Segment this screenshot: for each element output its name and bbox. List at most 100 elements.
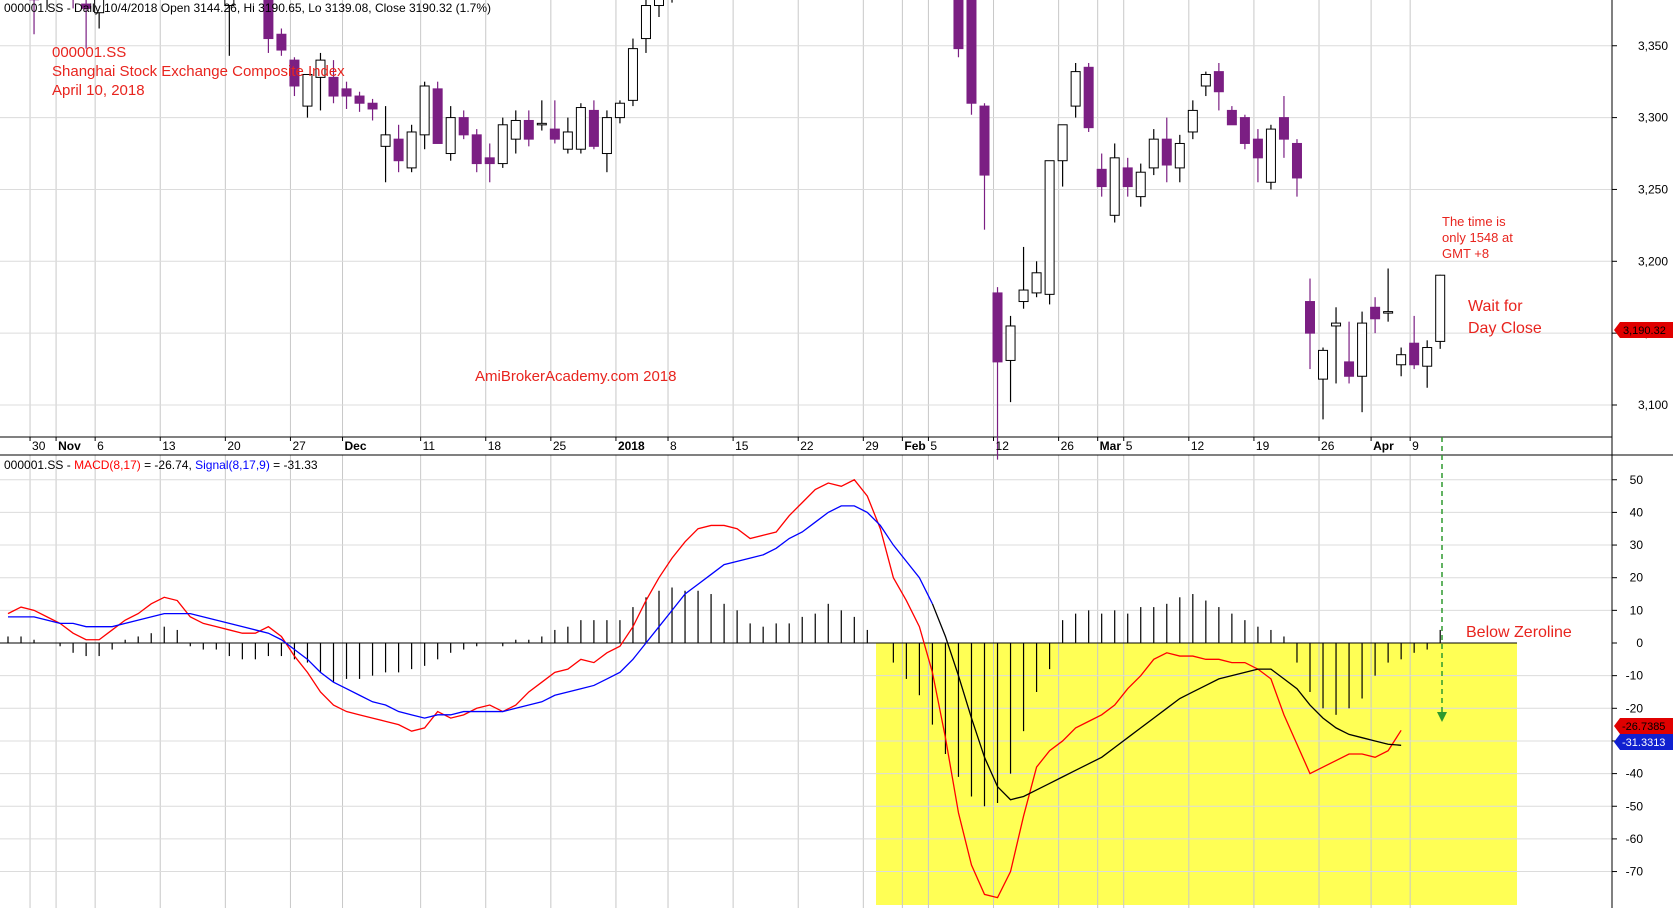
candle-body bbox=[1018, 289, 1029, 303]
candle-body bbox=[992, 292, 1003, 363]
macd-tick-label: -50 bbox=[1626, 799, 1644, 813]
signal-line-tail bbox=[931, 603, 1402, 801]
price-tick-label: 3,300 bbox=[1638, 111, 1668, 125]
candle-body bbox=[627, 48, 638, 101]
x-tick-label: 26 bbox=[1321, 439, 1335, 453]
candle-body bbox=[380, 134, 391, 147]
x-tick-label: 26 bbox=[1061, 439, 1075, 453]
macd-header: 000001.SS - MACD(8,17) = -26.74, Signal(… bbox=[4, 458, 318, 472]
x-tick-label: Mar bbox=[1100, 439, 1122, 453]
candle-body bbox=[81, 3, 92, 9]
macd-tick-label: 10 bbox=[1630, 603, 1644, 617]
candle-body bbox=[1109, 157, 1120, 216]
x-tick-label: Feb bbox=[904, 439, 925, 453]
candle-body bbox=[289, 59, 300, 87]
candle-body bbox=[1383, 311, 1394, 314]
price-header: 000001.SS - Daily 10/4/2018 Open 3144.26… bbox=[4, 1, 491, 15]
candle-body bbox=[393, 138, 404, 162]
x-tick-label: 22 bbox=[800, 439, 814, 453]
candle-body bbox=[1318, 349, 1329, 380]
macd-tick-label: -40 bbox=[1626, 767, 1644, 781]
candle-body bbox=[549, 128, 560, 140]
x-tick-label: 5 bbox=[1126, 439, 1133, 453]
candle-body bbox=[328, 76, 339, 97]
x-tick-label: 2018 bbox=[618, 439, 645, 453]
x-tick-label: Apr bbox=[1373, 439, 1394, 453]
candlesticks bbox=[29, 0, 1446, 460]
macd-tick-label: 20 bbox=[1630, 571, 1644, 585]
candle-body bbox=[1396, 354, 1407, 366]
macd-tick-label: 50 bbox=[1630, 473, 1644, 487]
candle-body bbox=[966, 0, 977, 104]
candle-body bbox=[1226, 109, 1237, 126]
macd-tick-label: 30 bbox=[1630, 538, 1644, 552]
price-tick-label: 3,350 bbox=[1638, 39, 1668, 53]
below-zeroline-note: Below Zeroline bbox=[1466, 624, 1572, 641]
x-tick-label: 12 bbox=[1191, 439, 1205, 453]
candle-body bbox=[1096, 168, 1107, 188]
macd-gridlines bbox=[0, 455, 1612, 908]
signal-value-tag bbox=[1614, 734, 1673, 750]
candle-body bbox=[1005, 325, 1016, 361]
candle-body bbox=[1305, 301, 1315, 334]
candle-body bbox=[1200, 73, 1211, 87]
macd-line bbox=[7, 478, 1402, 899]
time-note-line-1: The time is bbox=[1442, 214, 1506, 229]
candle-body bbox=[458, 117, 469, 136]
macd-tick-label: -70 bbox=[1626, 865, 1644, 879]
candle-body bbox=[406, 131, 417, 169]
last-close-tag bbox=[1614, 322, 1673, 338]
candle-body bbox=[1122, 167, 1133, 188]
x-axis-labels: 30 Nov 6 13 20 27 Dec 11 18 25 2018 8 15 22 29 Feb 5 12 26… bbox=[29, 437, 1419, 453]
candle-body bbox=[302, 73, 313, 107]
candle-body bbox=[315, 59, 326, 78]
title-date: April 10, 2018 bbox=[52, 82, 145, 99]
x-tick-label: 11 bbox=[423, 439, 436, 453]
macd-histogram bbox=[7, 587, 1441, 807]
macd-lines bbox=[7, 478, 1402, 899]
candle-body bbox=[1265, 128, 1276, 183]
candle-body bbox=[1031, 272, 1042, 294]
candle-body bbox=[1239, 117, 1250, 144]
x-tick-label: Dec bbox=[345, 439, 367, 453]
x-tick-label: Nov bbox=[58, 439, 81, 453]
title-index-name: Shanghai Stock Exchange Composite Index bbox=[52, 63, 345, 80]
x-tick-label: 25 bbox=[553, 439, 567, 453]
candle-body bbox=[588, 109, 599, 147]
candle-body bbox=[601, 117, 612, 155]
signal-value-label: -31.3313 bbox=[1622, 737, 1665, 749]
candle-body bbox=[354, 95, 365, 104]
price-tick-label: 3,100 bbox=[1638, 398, 1668, 412]
candle-body bbox=[562, 131, 573, 150]
candle-body bbox=[536, 122, 547, 126]
macd-header-value: = -26.74, bbox=[141, 458, 195, 472]
candle-body bbox=[1435, 274, 1446, 342]
last-close-label: 3,190.32 bbox=[1623, 325, 1666, 337]
candle-body bbox=[1409, 342, 1420, 366]
candle-body bbox=[94, 0, 105, 14]
macd-tick-label: 0 bbox=[1636, 636, 1643, 650]
x-tick-label: 27 bbox=[292, 439, 306, 453]
signal-header-value: = -31.33 bbox=[270, 458, 318, 472]
candle-body bbox=[471, 134, 482, 165]
arrow-head bbox=[1437, 712, 1447, 722]
candle-body bbox=[497, 124, 508, 165]
candle-body bbox=[979, 105, 990, 176]
candle-body bbox=[1187, 109, 1198, 133]
candle-body bbox=[445, 117, 456, 155]
candle-body bbox=[953, 0, 964, 50]
candle-body bbox=[1057, 124, 1068, 162]
x-tick-label: 15 bbox=[735, 439, 749, 453]
candle-body bbox=[1174, 142, 1185, 169]
x-tick-label: 19 bbox=[1256, 439, 1270, 453]
x-tick-label: 12 bbox=[996, 439, 1010, 453]
candle-body bbox=[484, 157, 495, 165]
watermark: AmiBrokerAcademy.com 2018 bbox=[475, 368, 676, 385]
macd-tick-label: 40 bbox=[1630, 505, 1644, 519]
x-tick-label: 20 bbox=[227, 439, 241, 453]
title-symbol: 000001.SS bbox=[52, 44, 126, 61]
candle-body bbox=[432, 88, 443, 144]
macd-value-label: -26.7385 bbox=[1622, 721, 1665, 733]
signal-header-label: Signal(8,17,9) bbox=[195, 458, 270, 472]
macd-header-label: MACD(8,17) bbox=[74, 458, 141, 472]
